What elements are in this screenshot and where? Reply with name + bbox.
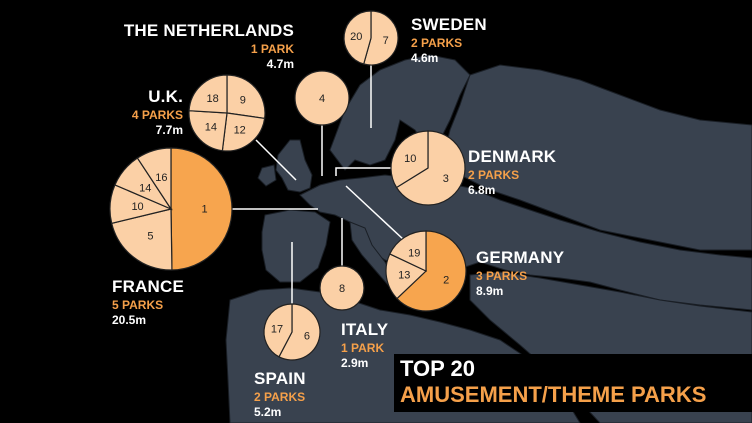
pie-slice <box>110 208 173 271</box>
pie-italy: 8 <box>319 218 365 311</box>
park-count: 2 PARKS <box>254 389 306 404</box>
pie-slice <box>343 10 372 65</box>
country-name: GERMANY <box>476 248 565 267</box>
great-britain <box>275 139 313 193</box>
title-box: TOP 20 AMUSEMENT/THEME PARKS <box>394 354 752 412</box>
visitor-total: 5.2m <box>254 405 282 420</box>
label-spain: SPAIN 2 PARKS 5.2m <box>254 370 306 419</box>
pie-slice <box>385 253 428 300</box>
slice-label: 19 <box>408 247 420 259</box>
park-count: 4 PARKS <box>131 107 183 122</box>
country-name: U.K. <box>148 87 183 106</box>
pie-slice <box>221 112 266 152</box>
pie-slice <box>170 147 233 271</box>
pie-slice <box>294 70 350 126</box>
chart-title-line-1: TOP 20 <box>400 356 476 381</box>
slice-label: 5 <box>147 231 153 243</box>
country-name: FRANCE <box>112 277 185 296</box>
park-count: 5 PARKS <box>112 297 164 312</box>
slice-label: 16 <box>155 172 167 184</box>
pie-slice <box>319 265 365 311</box>
pie-slice <box>226 74 266 120</box>
pie-france: 1 5 10 14 16 <box>109 147 318 271</box>
pie-germany: 2 13 19 <box>345 185 467 312</box>
pie-slice <box>389 230 427 272</box>
pie-slice <box>263 303 293 358</box>
visitor-total: 2.9m <box>341 356 369 371</box>
pie-slice <box>188 110 228 152</box>
slice-label: 7 <box>383 35 389 47</box>
pie-slice <box>136 147 172 212</box>
slice-label: 9 <box>240 94 246 106</box>
visitor-total: 8.9m <box>476 284 504 299</box>
slice-label: 6 <box>304 331 310 343</box>
park-count: 2 PARKS <box>468 167 520 182</box>
country-name: ITALY <box>341 320 389 339</box>
slice-label: 10 <box>131 201 143 213</box>
label-denmark: DENMARK 2 PARKS 6.8m <box>468 148 556 197</box>
label-france: FRANCE 5 PARKS 20.5m <box>112 278 184 327</box>
country-name: THE NETHERLANDS <box>123 21 294 40</box>
pie-the-netherlands: 4 <box>294 70 350 176</box>
slice-label: 4 <box>319 93 325 105</box>
slice-label: 13 <box>398 269 410 281</box>
park-count: 1 PARK <box>341 340 385 355</box>
country-name: SWEDEN <box>411 15 487 34</box>
slice-label: 12 <box>234 125 246 137</box>
visitor-total: 4.7m <box>266 57 294 72</box>
label-germany: GERMANY 3 PARKS 8.9m <box>476 249 564 298</box>
connector-line <box>335 167 391 176</box>
visitor-total: 20.5m <box>112 313 147 328</box>
pie-slice <box>278 303 321 361</box>
chart-title-line-2: AMUSEMENT/THEME PARKS <box>400 382 707 407</box>
country-name: DENMARK <box>468 147 557 166</box>
connector-line <box>255 139 297 181</box>
label-sweden: SWEDEN 2 PARKS 4.6m <box>411 16 487 65</box>
slice-label: 17 <box>271 323 283 335</box>
park-count: 3 PARKS <box>476 268 528 283</box>
iberian-peninsula <box>261 209 331 283</box>
slice-label: 18 <box>207 93 219 105</box>
label-netherlands: THE NETHERLANDS 1 PARK 4.7m <box>124 22 294 71</box>
visitor-total: 7.7m <box>155 123 183 138</box>
pie-spain: 6 17 <box>263 242 321 361</box>
ireland <box>257 164 277 187</box>
country-name: SPAIN <box>254 369 306 388</box>
pie-denmark: 3 10 <box>335 130 466 206</box>
slice-label: 2 <box>443 275 449 287</box>
slice-label: 10 <box>404 153 416 165</box>
park-count: 2 PARKS <box>411 35 463 50</box>
visitor-total: 4.6m <box>411 51 439 66</box>
pie-slice <box>390 130 429 189</box>
pie-slice <box>188 74 228 114</box>
slice-label: 8 <box>339 283 345 295</box>
pie-slice <box>396 230 467 312</box>
label-italy: ITALY 1 PARK 2.9m <box>341 321 388 370</box>
park-count: 1 PARK <box>250 41 294 56</box>
visitor-total: 6.8m <box>468 183 496 198</box>
slice-label: 1 <box>201 204 207 216</box>
slice-label: 20 <box>350 31 362 43</box>
pie-u-k-: 9 12 14 18 <box>188 74 297 181</box>
connector-line <box>345 185 405 241</box>
label-uk: U.K. 4 PARKS 7.7m <box>132 88 183 137</box>
slice-label: 3 <box>443 173 449 185</box>
slice-label: 14 <box>205 121 217 133</box>
pie-slice <box>395 130 466 206</box>
pie-sweden: 7 20 <box>343 10 399 128</box>
pie-slice <box>362 10 399 66</box>
slice-label: 14 <box>139 182 151 194</box>
